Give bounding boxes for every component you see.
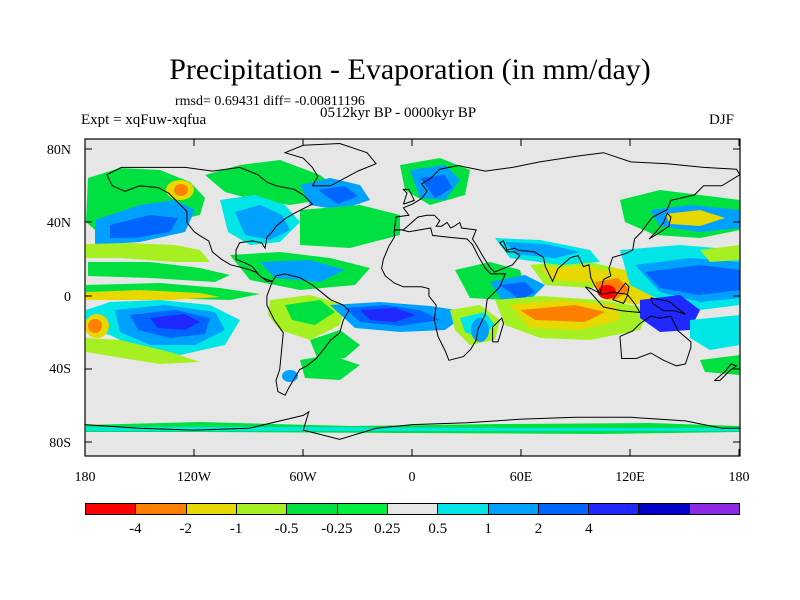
- antarctica-coast: [85, 410, 740, 440]
- field-region: [471, 318, 489, 342]
- south-america-coast: [266, 273, 350, 396]
- colorbar-label: 0.25: [374, 521, 401, 537]
- colorbar-label: -2: [179, 521, 193, 537]
- lon-tick-label-180e: 180: [728, 470, 750, 485]
- lat-tick-label-80n: 80N: [46, 143, 71, 158]
- colorbar-swatch: [488, 504, 539, 514]
- eurasia-coast: [393, 152, 740, 296]
- lon-tick-label-0: 0: [408, 470, 416, 485]
- colorbar-label: -1: [229, 521, 243, 537]
- experiment-label: Expt = xqFuw-xqfua: [81, 112, 207, 128]
- field-region: [420, 175, 452, 198]
- lon-tick-label-120e: 120E: [615, 470, 645, 485]
- field-region: [665, 210, 725, 226]
- field-region: [88, 319, 102, 333]
- colorbar-label: 4: [585, 521, 593, 537]
- stats-label: rmsd= 0.69431 diff= -0.00811196: [175, 94, 365, 109]
- japan-coast: [648, 212, 672, 240]
- field-region: [640, 295, 700, 332]
- lat-tick-label-40s: 40S: [49, 362, 71, 377]
- field-region: [260, 260, 345, 282]
- field-region: [520, 305, 605, 322]
- field-region: [174, 184, 188, 196]
- colorbar-label: -0.25: [321, 521, 353, 537]
- lat-tick-label-80s: 80S: [49, 436, 71, 451]
- precip-field: [85, 158, 740, 434]
- field-region: [645, 265, 740, 295]
- field-region: [86, 338, 200, 364]
- colorbar-swatch: [639, 504, 690, 514]
- colorbar-swatch: [136, 504, 187, 514]
- north-atlantic: [300, 205, 400, 248]
- field-region: [598, 285, 616, 299]
- colorbar-swatch: [589, 504, 640, 514]
- colorbar-swatch: [689, 504, 740, 514]
- north-america-coast: [106, 166, 314, 282]
- period-label: 0512kyr BP - 0000kyr BP: [320, 105, 477, 121]
- new-zealand-coast: [714, 363, 738, 381]
- colorbar-swatch: [387, 504, 439, 514]
- colorbar-swatch: [287, 504, 338, 514]
- lon-tick-label-120w: 120W: [176, 470, 212, 485]
- colorbar-label: 1: [484, 521, 492, 537]
- lat-tick-label-0: 0: [64, 290, 71, 305]
- lon-tick-label-60w: 60W: [289, 470, 317, 485]
- field-region: [300, 355, 360, 380]
- field-region: [110, 215, 178, 238]
- field-region: [505, 242, 580, 258]
- lat-tick-label-40n: 40N: [46, 216, 71, 231]
- colorbar-swatch: [236, 504, 288, 514]
- colorbar: [85, 503, 740, 515]
- colorbar-swatch: [86, 504, 137, 514]
- colorbar-label: 0.5: [428, 521, 448, 537]
- colorbar-swatch: [337, 504, 388, 514]
- field-region: [318, 186, 358, 204]
- new-guinea-coast: [650, 297, 686, 315]
- colorbar-swatch: [438, 504, 489, 514]
- colorbar-swatch: [186, 504, 237, 514]
- australia-coast: [619, 315, 692, 367]
- colorbar-label: 2: [534, 521, 543, 537]
- chart-title: Precipitation - Evaporation (in mm/day): [169, 53, 651, 86]
- field-region: [235, 205, 290, 240]
- borneo-coast: [612, 282, 630, 305]
- greenland-coast: [283, 142, 377, 187]
- colorbar-swatch: [538, 504, 590, 514]
- field-region: [690, 315, 740, 350]
- africa-coast: [381, 227, 507, 361]
- lon-tick-label-60e: 60E: [509, 470, 533, 485]
- indonesia-coast: [584, 286, 641, 314]
- axis-ticks: [84, 139, 740, 456]
- field-region: [310, 330, 360, 360]
- field-region: [86, 243, 210, 262]
- britain-coast: [402, 188, 415, 205]
- field-region: [86, 290, 220, 300]
- field-region: [500, 282, 535, 300]
- field-region: [150, 314, 200, 330]
- madagascar-coast: [492, 317, 505, 343]
- pacific-itcz: [88, 262, 230, 282]
- field-region: [360, 308, 415, 322]
- season-label: DJF: [709, 112, 735, 128]
- field-region: [700, 245, 740, 262]
- field-region: [285, 300, 335, 325]
- colorbar-label: -4: [129, 521, 142, 537]
- coastlines: [85, 142, 740, 440]
- colorbar-label: -0.5: [274, 521, 299, 537]
- lon-tick-label-180w: 180: [74, 470, 96, 485]
